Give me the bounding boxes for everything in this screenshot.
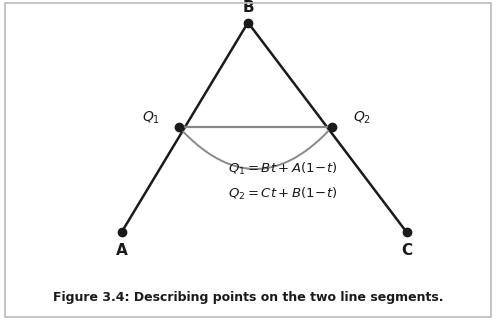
- Text: $Q_2$: $Q_2$: [353, 110, 371, 126]
- Text: B: B: [242, 0, 254, 14]
- Text: $Q_2 = Ct + B(1\!-\!t)$: $Q_2 = Ct + B(1\!-\!t)$: [228, 186, 338, 202]
- Text: C: C: [401, 243, 412, 258]
- Text: A: A: [116, 243, 127, 258]
- Text: $Q_1$: $Q_1$: [142, 110, 160, 126]
- Text: Figure 3.4: Describing points on the two line segments.: Figure 3.4: Describing points on the two…: [53, 291, 443, 304]
- Text: $Q_1 = Bt + A(1\!-\!t)$: $Q_1 = Bt + A(1\!-\!t)$: [228, 161, 337, 177]
